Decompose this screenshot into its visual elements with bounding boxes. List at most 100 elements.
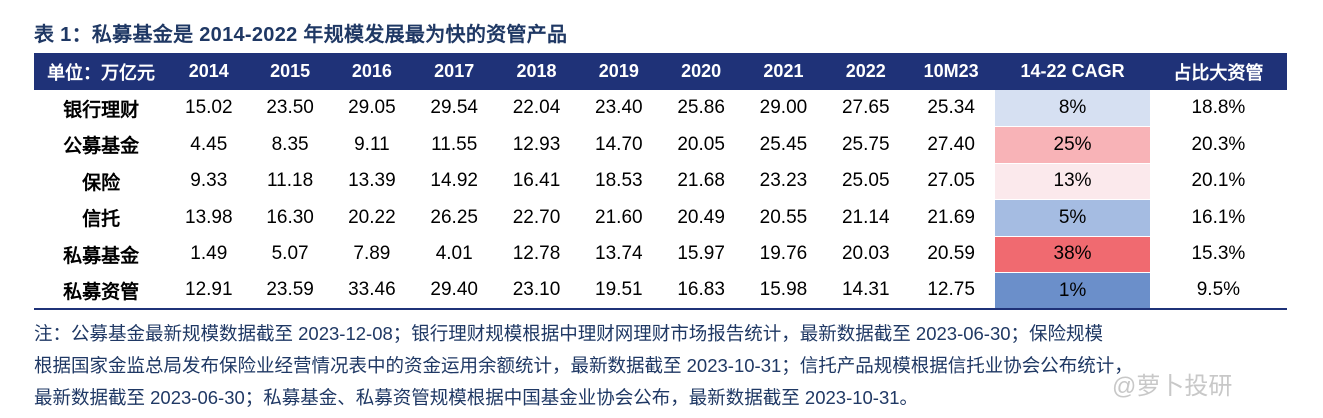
column-header: 2014 (188, 61, 229, 81)
value-cell: 19.51 (577, 272, 660, 310)
footnote: 注：公募基金最新规模数据截至 2023-12-08；银行理财规模根据中理财网理财… (34, 318, 1294, 414)
footnote-line: 根据国家金监总局发布保险业经营情况表中的资金运用余额统计，最新数据截至 2023… (34, 355, 1133, 376)
share-cell: 18.8% (1191, 97, 1246, 119)
value-cell: 20.59 (927, 243, 975, 265)
cagr-cell: 25% (995, 126, 1150, 164)
aum-table: 单位：万亿元 2014 2015 2016 2017 2018 2019 2020 2021 20… (34, 53, 1287, 310)
row-label: 私募资管 (34, 272, 169, 310)
cagr-cell: 13% (995, 163, 1150, 200)
value-cell: 13.98 (185, 206, 233, 228)
table-row: 私募基金 1.49 5.07 7.89 4.01 12.78 13.74 15.97 19.76… (34, 236, 1287, 273)
value-cell: 29.54 (430, 97, 478, 119)
value-cell: 19.76 (759, 243, 808, 265)
row-label: 私募基金 (63, 245, 140, 267)
table-row: 信托 13.98 16.30 20.22 26.25 22.70 21.60 20.49 20.… (34, 199, 1287, 237)
value-cell: 21.68 (677, 170, 725, 192)
value-cell: 5.07 (271, 243, 309, 265)
cagr-cell: 1% (995, 272, 1150, 310)
value-cell: 23.59 (249, 272, 331, 310)
footnote-line: 注：公募基金最新规模数据截至 2023-12-08；银行理财规模根据中理财网理财… (34, 323, 1104, 344)
column-header: 10M23 (923, 61, 979, 81)
value-cell: 20.03 (841, 243, 890, 265)
table-header-row: 单位：万亿元 2014 2015 2016 2017 2018 2019 2020 2021 20… (34, 53, 1287, 90)
value-cell: 16.83 (659, 272, 743, 310)
value-cell: 29.00 (759, 97, 808, 119)
column-header: 2020 (681, 61, 722, 81)
value-cell: 27.65 (841, 97, 890, 119)
table-body: 银行理财 15.02 23.50 29.05 29.54 22.04 23.40 25.86 2… (34, 90, 1287, 310)
column-header: 2018 (516, 61, 557, 81)
value-cell: 23.50 (266, 97, 314, 119)
column-header: 2016 (351, 61, 392, 81)
value-cell: 23.40 (595, 97, 643, 119)
value-cell: 12.91 (168, 272, 250, 310)
row-label: 保险 (82, 172, 121, 194)
column-header: 2015 (270, 61, 311, 81)
column-header: 占比大资管 (1173, 62, 1264, 83)
value-cell: 9.33 (190, 170, 228, 192)
cagr-cell: 5% (995, 199, 1150, 237)
share-cell: 20.3% (1191, 133, 1246, 155)
watermark: @萝卜投研 (1112, 373, 1233, 400)
value-cell: 7.89 (353, 243, 391, 265)
value-cell: 12.78 (512, 243, 561, 265)
value-cell: 29.05 (348, 97, 396, 119)
value-cell: 16.30 (266, 206, 314, 228)
value-cell: 20.05 (677, 133, 725, 155)
cagr-cell: 38% (995, 236, 1150, 273)
row-label: 信托 (82, 209, 121, 231)
value-cell: 25.75 (841, 133, 890, 155)
value-cell: 1.49 (190, 243, 228, 265)
value-cell: 22.70 (512, 206, 561, 228)
column-header: 2017 (434, 61, 475, 81)
value-cell: 25.05 (841, 170, 890, 192)
value-cell: 25.34 (927, 97, 975, 119)
share-cell: 16.1% (1191, 206, 1246, 228)
row-label: 银行理财 (63, 99, 140, 121)
value-cell: 18.53 (595, 170, 643, 192)
value-cell: 13.74 (595, 243, 643, 265)
value-cell: 21.69 (927, 206, 975, 228)
value-cell: 27.40 (927, 133, 975, 155)
value-cell: 16.41 (512, 170, 561, 192)
share-cell: 9.5% (1149, 272, 1287, 310)
column-header: 2021 (763, 61, 804, 81)
value-cell: 14.92 (430, 170, 478, 192)
value-cell: 11.55 (431, 133, 478, 155)
table-row: 公募基金 4.45 8.35 9.11 11.55 12.93 14.70 20.05 25.4… (34, 126, 1287, 164)
value-cell: 15.97 (677, 243, 725, 265)
value-cell: 26.25 (430, 206, 478, 228)
table-title: 表 1：私募基金是 2014-2022 年规模发展最为快的资管产品 (34, 24, 568, 46)
table-row: 保险 9.33 11.18 13.39 14.92 16.41 18.53 21.68 23.2… (34, 163, 1287, 200)
value-cell: 33.46 (330, 272, 414, 310)
cagr-cell: 8% (995, 90, 1150, 127)
column-header: 单位：万亿元 (47, 62, 156, 83)
column-header: 2019 (598, 61, 639, 81)
value-cell: 20.22 (348, 206, 396, 228)
value-cell: 11.18 (267, 170, 314, 192)
value-cell: 14.70 (595, 133, 643, 155)
value-cell: 15.02 (185, 97, 233, 119)
share-cell: 20.1% (1191, 170, 1246, 192)
value-cell: 22.04 (512, 97, 561, 119)
value-cell: 9.11 (354, 133, 390, 155)
value-cell: 23.10 (495, 272, 578, 310)
value-cell: 15.98 (742, 272, 825, 310)
value-cell: 29.40 (413, 272, 496, 310)
value-cell: 20.49 (677, 206, 725, 228)
value-cell: 20.55 (759, 206, 808, 228)
row-label: 公募基金 (63, 136, 140, 158)
table-row: 私募资管 12.91 23.59 33.46 29.40 23.10 19.51 16.83 1… (34, 272, 1287, 310)
value-cell: 23.23 (759, 170, 808, 192)
value-cell: 12.75 (906, 272, 996, 310)
value-cell: 21.14 (841, 206, 890, 228)
value-cell: 14.31 (824, 272, 907, 310)
value-cell: 13.39 (348, 170, 396, 192)
table-row: 银行理财 15.02 23.50 29.05 29.54 22.04 23.40 25.86 2… (34, 90, 1287, 127)
value-cell: 8.35 (271, 133, 309, 155)
value-cell: 12.93 (512, 133, 561, 155)
share-cell: 15.3% (1191, 243, 1246, 265)
value-cell: 25.45 (759, 133, 808, 155)
value-cell: 4.01 (435, 243, 473, 265)
value-cell: 27.05 (927, 170, 975, 192)
